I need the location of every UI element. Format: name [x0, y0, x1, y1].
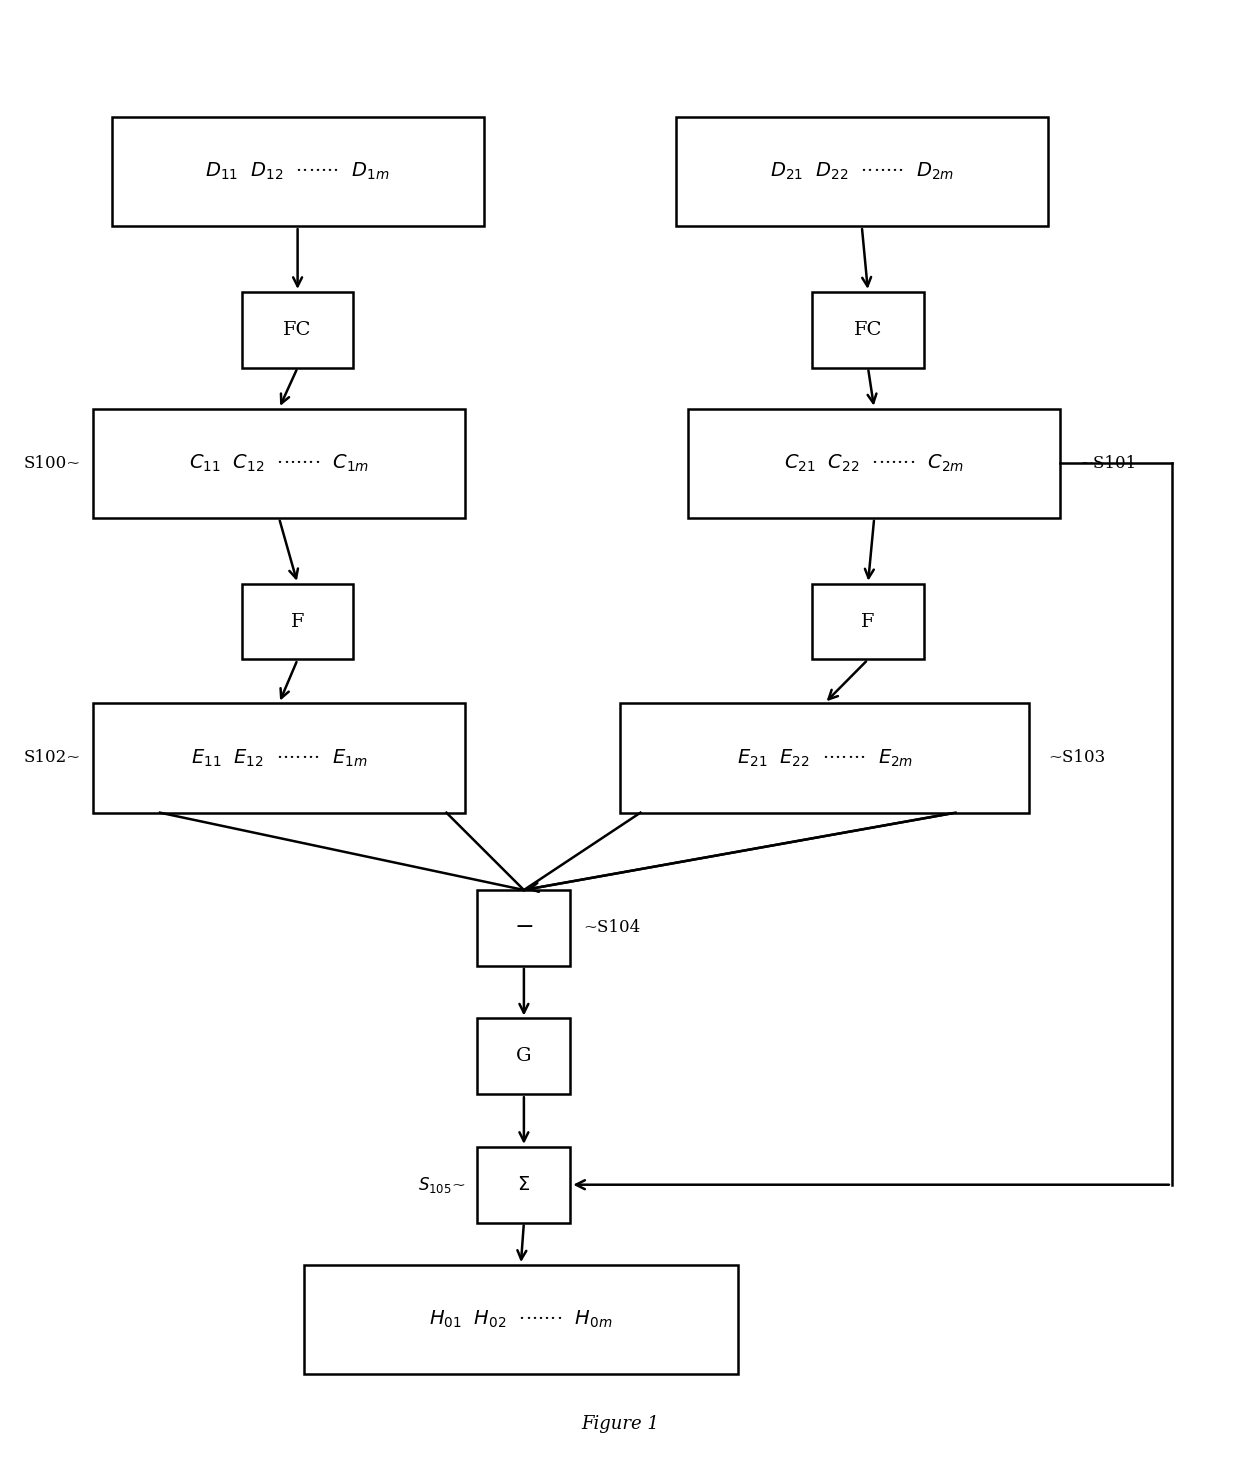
Text: $C_{11}$  $C_{12}$  ·······  $C_{1m}$: $C_{11}$ $C_{12}$ ······· $C_{1m}$ — [188, 452, 370, 474]
Bar — [242, 584, 353, 659]
Bar — [812, 292, 924, 368]
Text: F: F — [862, 613, 874, 630]
Bar — [112, 117, 484, 226]
Text: $D_{11}$  $D_{12}$  ·······  $D_{1m}$: $D_{11}$ $D_{12}$ ······· $D_{1m}$ — [206, 160, 389, 182]
Text: ~S103: ~S103 — [1048, 750, 1105, 766]
Text: ~S104: ~S104 — [583, 919, 640, 937]
Bar — [93, 703, 465, 813]
Bar — [477, 890, 570, 966]
Bar — [477, 1018, 570, 1094]
Bar — [477, 1147, 570, 1223]
Text: Figure 1: Figure 1 — [582, 1415, 658, 1433]
Text: $C_{21}$  $C_{22}$  ·······  $C_{2m}$: $C_{21}$ $C_{22}$ ······· $C_{2m}$ — [784, 452, 965, 474]
Text: FC: FC — [284, 321, 311, 338]
Text: $H_{01}$  $H_{02}$  ·······  $H_{0m}$: $H_{01}$ $H_{02}$ ······· $H_{0m}$ — [429, 1309, 613, 1331]
Text: S102~: S102~ — [24, 750, 81, 766]
Text: $E_{21}$  $E_{22}$  ·······  $E_{2m}$: $E_{21}$ $E_{22}$ ······· $E_{2m}$ — [737, 747, 913, 769]
Bar — [676, 117, 1048, 226]
Text: FC: FC — [854, 321, 882, 338]
Bar — [93, 409, 465, 518]
Text: G: G — [516, 1048, 532, 1065]
Text: $S_{105}$~: $S_{105}$~ — [418, 1174, 465, 1195]
Bar — [620, 703, 1029, 813]
Bar — [812, 584, 924, 659]
Text: $\Sigma$: $\Sigma$ — [517, 1176, 531, 1193]
Text: $E_{11}$  $E_{12}$  ·······  $E_{1m}$: $E_{11}$ $E_{12}$ ······· $E_{1m}$ — [191, 747, 367, 769]
Bar — [688, 409, 1060, 518]
Bar — [242, 292, 353, 368]
Text: −: − — [515, 916, 533, 940]
Text: ~S101: ~S101 — [1079, 455, 1136, 471]
Text: S100~: S100~ — [24, 455, 81, 471]
Bar — [304, 1265, 738, 1374]
Text: $D_{21}$  $D_{22}$  ·······  $D_{2m}$: $D_{21}$ $D_{22}$ ······· $D_{2m}$ — [770, 160, 954, 182]
Text: F: F — [291, 613, 304, 630]
